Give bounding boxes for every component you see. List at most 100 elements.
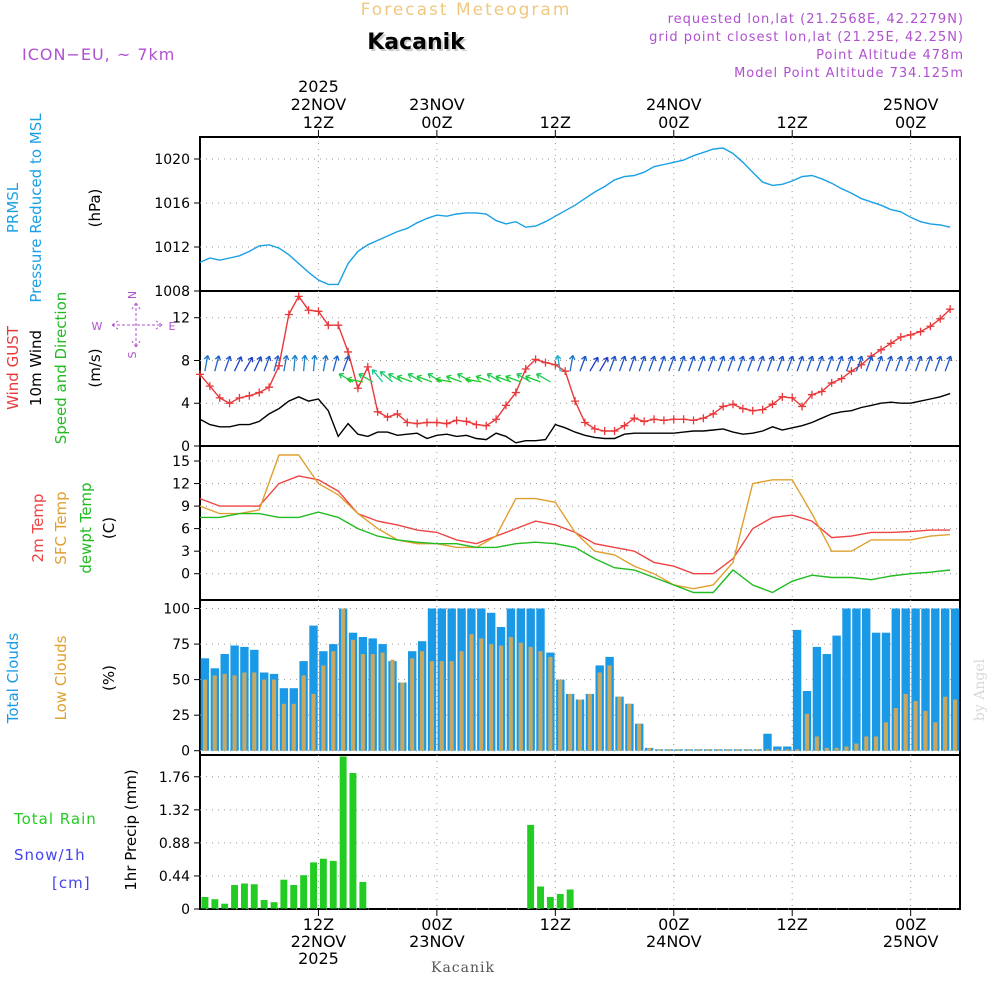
precip-bar-total-rain bbox=[250, 884, 258, 909]
precip-ytick-label: 1.76 bbox=[159, 770, 190, 786]
compass-w-label: W bbox=[92, 320, 103, 333]
clouds-bar-total-clouds bbox=[792, 629, 802, 751]
precip-bar-total-rain bbox=[300, 875, 308, 909]
precip-bar-total-rain bbox=[329, 860, 337, 909]
top-time-label: 22NOV bbox=[291, 95, 347, 114]
wind-direction-arrow bbox=[243, 356, 254, 372]
wind-direction-arrow bbox=[291, 354, 299, 372]
clouds-bar-low-clouds bbox=[252, 672, 257, 751]
precip-label: Snow/1h bbox=[14, 846, 86, 864]
gust-marker bbox=[452, 416, 461, 425]
clouds-bar-low-clouds bbox=[647, 747, 652, 751]
clouds-bar-total-clouds bbox=[901, 608, 910, 751]
temperature-label: 2m Temp bbox=[29, 494, 47, 563]
clouds-bar-low-clouds bbox=[716, 749, 721, 751]
gust-marker bbox=[610, 427, 619, 436]
clouds-bar-low-clouds bbox=[321, 665, 326, 751]
wind-direction-arrow bbox=[457, 373, 472, 383]
clouds-bar-low-clouds bbox=[548, 656, 553, 751]
wind-direction-arrow bbox=[263, 355, 272, 372]
precip-ytick-label: 0.88 bbox=[159, 836, 190, 852]
grid-point-coords: grid point closest lon,lat (21.25E, 42.2… bbox=[649, 30, 964, 45]
clouds-bar-low-clouds bbox=[390, 659, 395, 751]
gust-marker bbox=[432, 418, 441, 427]
wind-direction-arrow bbox=[273, 355, 281, 372]
gust-marker bbox=[748, 406, 757, 415]
bottom-time-label: 00Z bbox=[658, 915, 689, 934]
wind-label: Wind GUST bbox=[4, 325, 22, 410]
clouds-ytick-label: 100 bbox=[163, 602, 190, 618]
gust-marker bbox=[798, 402, 807, 411]
clouds-bar-total-clouds bbox=[931, 608, 940, 751]
wind-direction-arrow bbox=[524, 374, 541, 383]
precip-unit: 1hr Precip (mm) bbox=[122, 769, 140, 890]
wind-direction-arrow bbox=[253, 356, 263, 372]
clouds-bar-total-clouds bbox=[773, 746, 782, 751]
wind-direction-arrow bbox=[214, 355, 222, 372]
clouds-bar-low-clouds bbox=[291, 703, 296, 751]
temperature-label: SFC Temp bbox=[52, 491, 70, 564]
wind-direction-arrow bbox=[885, 355, 894, 372]
gust-marker bbox=[946, 305, 955, 314]
gust-marker bbox=[265, 383, 274, 392]
clouds-bar-low-clouds bbox=[765, 749, 770, 751]
wind-direction-arrow bbox=[379, 370, 393, 383]
gust-marker bbox=[492, 415, 501, 424]
gust-marker bbox=[196, 370, 204, 379]
clouds-bar-low-clouds bbox=[814, 736, 819, 751]
clouds-label: Total Clouds bbox=[4, 633, 22, 725]
bottom-time-label: 12Z bbox=[540, 915, 571, 934]
wind-direction-arrow bbox=[358, 373, 374, 383]
bottom-time-label: 2025 bbox=[298, 949, 339, 968]
wind-label: 10m Wind bbox=[27, 330, 45, 406]
clouds-bar-low-clouds bbox=[518, 642, 523, 751]
clouds-bar-low-clouds bbox=[528, 646, 533, 751]
gust-marker bbox=[353, 384, 362, 393]
wind-direction-arrow bbox=[648, 355, 657, 372]
clouds-bar-low-clouds bbox=[804, 713, 809, 751]
clouds-bar-low-clouds bbox=[508, 637, 513, 751]
wind-direction-arrow bbox=[342, 355, 351, 372]
wind-direction-arrow bbox=[371, 368, 384, 383]
clouds-bar-low-clouds bbox=[341, 608, 346, 751]
wind-direction-arrow bbox=[301, 354, 308, 372]
gust-marker bbox=[926, 322, 935, 331]
panel-wind: 0 4 8 12 Wind GUST 10m Wind Speed and Directio… bbox=[4, 290, 961, 455]
clouds-bar-low-clouds bbox=[637, 723, 642, 751]
wind-direction-arrow bbox=[658, 355, 667, 372]
wind-label: Speed and Direction bbox=[52, 292, 70, 445]
wind-direction-arrow bbox=[535, 373, 551, 383]
gust-marker bbox=[472, 420, 481, 429]
gust-marker bbox=[324, 321, 333, 330]
wind-direction-arrow bbox=[589, 356, 599, 372]
precip-bar-total-rain bbox=[280, 879, 288, 909]
wind-direction-arrow bbox=[416, 374, 433, 383]
wind-direction-arrow bbox=[224, 355, 232, 372]
clouds-bar-low-clouds bbox=[587, 693, 592, 751]
gust-marker bbox=[709, 409, 718, 418]
wind-direction-arrow bbox=[865, 355, 874, 372]
wind-direction-arrow bbox=[338, 373, 354, 383]
gust-marker bbox=[423, 418, 432, 427]
wind-direction-arrow bbox=[747, 355, 755, 372]
pressure-series-prmsl bbox=[199, 147, 951, 286]
top-time-label: 24NOV bbox=[646, 95, 702, 114]
clouds-bar-low-clouds bbox=[242, 672, 247, 751]
wind-direction-arrow bbox=[826, 355, 834, 372]
gust-marker bbox=[255, 388, 264, 397]
gust-marker bbox=[590, 424, 599, 433]
precip-bar-total-rain bbox=[556, 894, 564, 909]
gust-marker bbox=[886, 339, 895, 348]
clouds-bar-low-clouds bbox=[558, 679, 563, 751]
pressure-label: Pressure Reduced to MSL bbox=[27, 113, 45, 303]
gust-marker bbox=[521, 365, 530, 374]
gust-marker bbox=[531, 355, 540, 364]
precip-bar-total-rain bbox=[270, 902, 278, 909]
clouds-ytick-label: 50 bbox=[172, 673, 190, 689]
wind-direction-arrow bbox=[796, 355, 805, 372]
wind-direction-arrow bbox=[311, 354, 318, 372]
temperature-ytick-label: 0 bbox=[181, 567, 190, 583]
gust-marker bbox=[906, 330, 915, 339]
clouds-bar-low-clouds bbox=[696, 749, 701, 751]
